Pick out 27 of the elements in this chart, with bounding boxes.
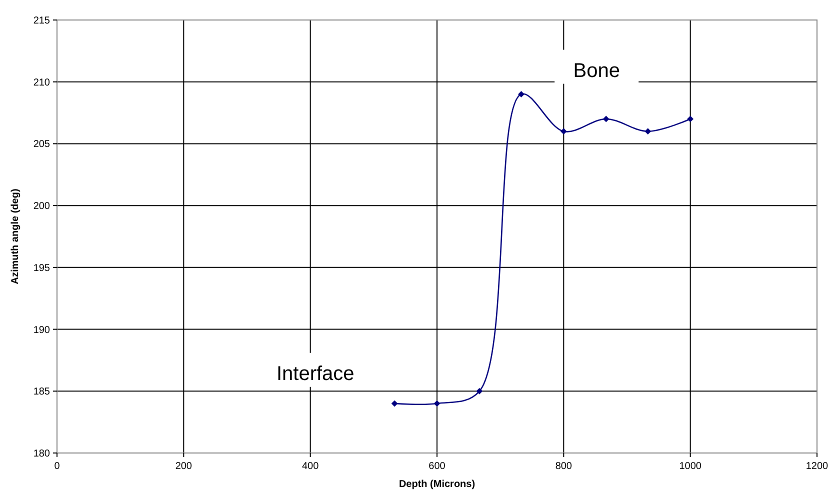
point	[518, 91, 524, 98]
y-tick-label: 205	[33, 139, 50, 150]
x-tick-label: 0	[54, 461, 60, 472]
x-tick-label: 200	[175, 461, 192, 472]
point	[687, 116, 694, 122]
point	[434, 400, 440, 407]
point	[391, 400, 398, 407]
y-tick-label: 210	[33, 77, 50, 88]
y-tick-label: 185	[33, 386, 50, 398]
point	[644, 128, 652, 135]
x-axis-title: Depth (Microns)	[398, 479, 476, 490]
point	[560, 128, 567, 135]
y-tick-label: 195	[33, 262, 50, 274]
x-tick-label: 400	[302, 461, 320, 472]
y-axis-title: Azimuth angle (deg)	[10, 188, 21, 284]
annotation: Interface	[276, 362, 354, 385]
x-tick-label: 800	[555, 461, 572, 472]
x-tick-label: 600	[428, 461, 446, 472]
annotation: Bone	[573, 60, 620, 82]
x-tick-label: 1000	[679, 461, 702, 472]
point	[476, 388, 483, 394]
x-tick-label: 1200	[806, 461, 828, 472]
point	[602, 116, 610, 122]
y-tick-label: 180	[33, 448, 50, 460]
y-tick-label: 200	[33, 201, 50, 212]
y-tick-label: 190	[33, 324, 50, 336]
y-tick-label: 215	[33, 16, 50, 26]
